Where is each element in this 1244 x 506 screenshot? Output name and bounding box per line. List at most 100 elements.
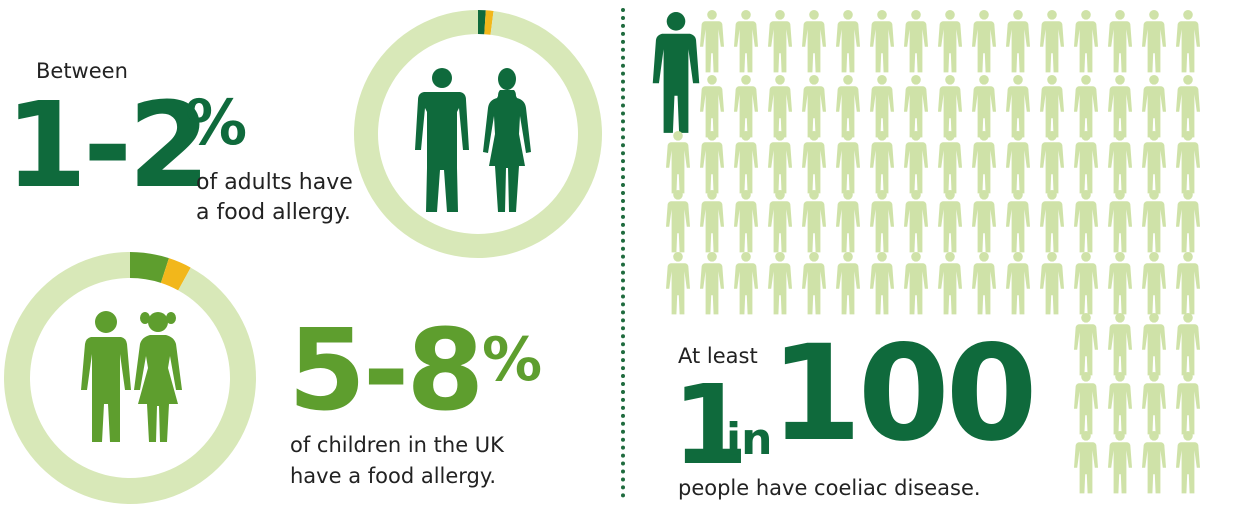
person-icon <box>836 252 860 315</box>
person-icon <box>666 131 690 194</box>
person-icon <box>972 190 996 253</box>
person-icon <box>1142 75 1166 138</box>
person-icon <box>700 10 724 73</box>
coeliac-num2: 100 <box>770 317 1038 471</box>
person-icon <box>700 252 724 315</box>
children-slice-remainder <box>4 252 257 504</box>
man-icon <box>415 68 469 212</box>
person-icon <box>972 131 996 194</box>
person-icon <box>1142 252 1166 315</box>
adults-slice-range <box>484 10 494 35</box>
person-icon <box>870 252 894 315</box>
adults-unit: % <box>185 86 248 159</box>
adults-caption-line2: a food allergy. <box>196 200 351 225</box>
person-icon <box>904 252 928 315</box>
adults-donut-chart <box>354 10 602 258</box>
coeliac-word: in <box>726 414 773 465</box>
person-icon <box>1176 131 1200 194</box>
person-icon <box>1176 75 1200 138</box>
person-icon <box>1074 431 1098 494</box>
person-icon <box>1040 131 1064 194</box>
person-icon <box>734 190 758 253</box>
person-icon <box>1142 131 1166 194</box>
person-icon <box>972 252 996 315</box>
girl-icon <box>134 312 182 442</box>
woman-icon <box>483 68 531 212</box>
person-icon <box>1006 252 1030 315</box>
person-icon <box>768 75 792 138</box>
person-icon <box>1142 10 1166 73</box>
person-icon <box>1040 75 1064 138</box>
person-icon <box>1074 131 1098 194</box>
person-icon <box>666 252 690 315</box>
person-icon <box>836 190 860 253</box>
adults-prefix: Between <box>36 59 128 83</box>
children-slice-minimum <box>130 252 169 283</box>
coeliac-prefix: At least <box>678 344 758 368</box>
person-icon <box>1006 75 1030 138</box>
person-icon <box>1176 190 1200 253</box>
person-icon <box>1006 131 1030 194</box>
person-icon <box>734 75 758 138</box>
person-icon <box>1074 190 1098 253</box>
person-icon <box>768 252 792 315</box>
person-icon <box>1074 252 1098 315</box>
person-icon <box>734 252 758 315</box>
person-icon <box>1176 372 1200 435</box>
adults-slice-minimum <box>478 10 486 35</box>
person-icon <box>700 131 724 194</box>
person-icon <box>1108 431 1132 494</box>
person-icon <box>768 131 792 194</box>
man-woman-icon <box>415 68 531 212</box>
person-icon <box>938 75 962 138</box>
person-icon <box>1108 252 1132 315</box>
adults-slice-remainder <box>354 10 602 258</box>
person-icon <box>938 10 962 73</box>
person-icon <box>1040 10 1064 73</box>
person-icon <box>836 75 860 138</box>
person-icon <box>802 252 826 315</box>
person-icon <box>768 10 792 73</box>
person-icon <box>904 131 928 194</box>
person-icon <box>938 252 962 315</box>
person-icon <box>802 75 826 138</box>
person-icon <box>700 75 724 138</box>
dotted-divider <box>621 8 625 498</box>
person-icon <box>1108 313 1132 376</box>
person-icon <box>1176 10 1200 73</box>
person-icon <box>666 190 690 253</box>
person-icon <box>1142 372 1166 435</box>
person-icon <box>802 10 826 73</box>
person-icon <box>802 131 826 194</box>
person-icon <box>836 10 860 73</box>
person-icon-highlighted <box>652 12 700 133</box>
person-icon <box>836 131 860 194</box>
person-icon <box>734 131 758 194</box>
person-icon <box>1074 372 1098 435</box>
coeliac-num1: 1 <box>672 361 749 489</box>
person-icon <box>1142 190 1166 253</box>
person-icon <box>1142 313 1166 376</box>
person-icon <box>700 190 724 253</box>
person-icon <box>1074 10 1098 73</box>
children-donut-chart <box>4 252 257 504</box>
person-icon <box>1142 431 1166 494</box>
boy-icon <box>81 311 131 442</box>
boy-girl-icon <box>81 311 182 442</box>
person-icon <box>904 190 928 253</box>
person-icon <box>802 190 826 253</box>
coeliac-caption: people have coeliac disease. <box>678 476 981 500</box>
person-icon <box>870 131 894 194</box>
person-icon <box>904 75 928 138</box>
person-icon <box>904 10 928 73</box>
person-icon <box>734 10 758 73</box>
person-icon <box>1176 252 1200 315</box>
children-slice-range <box>160 258 191 291</box>
person-icon <box>1108 10 1132 73</box>
children-caption-line1: of children in the UK <box>290 433 504 457</box>
person-icon <box>870 10 894 73</box>
person-icon <box>938 190 962 253</box>
person-icon <box>1108 372 1132 435</box>
children-stat: 5-8 <box>288 306 484 436</box>
person-icon <box>1006 190 1030 253</box>
